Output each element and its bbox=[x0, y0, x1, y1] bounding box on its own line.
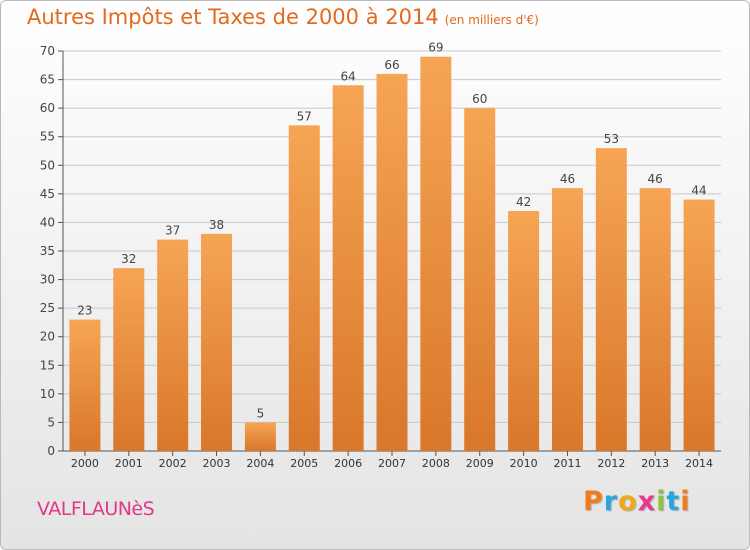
bar bbox=[157, 239, 189, 451]
x-tick-label: 2012 bbox=[597, 457, 625, 470]
x-tick-label: 2014 bbox=[685, 457, 713, 470]
data-label: 64 bbox=[340, 69, 355, 83]
x-tick-label: 2000 bbox=[71, 457, 99, 470]
bar bbox=[508, 211, 540, 451]
y-tick-label: 5 bbox=[47, 415, 55, 429]
x-tick-label: 2004 bbox=[246, 457, 274, 470]
data-label: 5 bbox=[257, 406, 265, 420]
data-label: 37 bbox=[165, 224, 180, 238]
bar bbox=[113, 268, 145, 451]
data-label: 60 bbox=[472, 92, 487, 106]
bar bbox=[420, 56, 452, 451]
x-tick-label: 2006 bbox=[334, 457, 362, 470]
data-label: 69 bbox=[428, 41, 443, 55]
bar bbox=[595, 148, 627, 451]
x-tick-label: 2003 bbox=[203, 457, 231, 470]
logo-letter: r bbox=[603, 486, 619, 517]
logo-letter: i bbox=[680, 486, 691, 517]
y-tick-label: 50 bbox=[40, 158, 55, 172]
title-text: Autres Impôts et Taxes de 2000 à 2014 bbox=[27, 5, 439, 29]
unit-label: (en milliers d'€) bbox=[444, 13, 539, 27]
x-tick-label: 2008 bbox=[422, 457, 450, 470]
bar bbox=[551, 188, 583, 451]
y-tick-label: 35 bbox=[40, 244, 55, 258]
bar bbox=[639, 188, 671, 451]
x-tick-label: 2013 bbox=[641, 457, 669, 470]
data-label: 38 bbox=[209, 218, 224, 232]
logo-letter: x bbox=[637, 486, 657, 517]
bar bbox=[69, 319, 101, 451]
logo-letter: P bbox=[583, 486, 604, 517]
x-tick-label: 2005 bbox=[290, 457, 318, 470]
y-tick-label: 20 bbox=[40, 330, 55, 344]
bar bbox=[332, 85, 364, 452]
y-tick-label: 0 bbox=[47, 444, 55, 458]
data-label: 44 bbox=[691, 184, 706, 198]
y-tick-label: 10 bbox=[40, 387, 55, 401]
x-tick-label: 2001 bbox=[115, 457, 143, 470]
y-tick-label: 70 bbox=[40, 44, 55, 58]
data-label: 23 bbox=[77, 304, 92, 318]
bar bbox=[201, 233, 233, 451]
x-tick-label: 2010 bbox=[510, 457, 538, 470]
y-tick-label: 45 bbox=[40, 187, 55, 201]
bar bbox=[683, 199, 715, 451]
y-tick-label: 55 bbox=[40, 130, 55, 144]
data-label: 46 bbox=[560, 172, 575, 186]
data-label: 57 bbox=[297, 109, 312, 123]
x-tick-label: 2009 bbox=[466, 457, 494, 470]
y-tick-label: 40 bbox=[40, 215, 55, 229]
logo-letter: t bbox=[666, 486, 681, 517]
x-tick-label: 2007 bbox=[378, 457, 406, 470]
data-label: 32 bbox=[121, 252, 136, 266]
chart-title: Autres Impôts et Taxes de 2000 à 2014 (en… bbox=[27, 5, 539, 29]
x-tick-label: 2011 bbox=[553, 457, 581, 470]
y-tick-label: 15 bbox=[40, 358, 55, 372]
data-label: 46 bbox=[648, 172, 663, 186]
data-label: 66 bbox=[384, 58, 399, 72]
y-tick-label: 30 bbox=[40, 273, 55, 287]
y-tick-label: 60 bbox=[40, 101, 55, 115]
proxiti-logo: Proxiti bbox=[583, 486, 691, 517]
x-tick-label: 2002 bbox=[159, 457, 187, 470]
logo-letter: i bbox=[656, 486, 667, 517]
y-tick-label: 65 bbox=[40, 73, 55, 87]
data-label: 53 bbox=[604, 132, 619, 146]
bar bbox=[376, 73, 408, 451]
data-label: 42 bbox=[516, 195, 531, 209]
y-tick-label: 25 bbox=[40, 301, 55, 315]
commune-name: VALFLAUNèS bbox=[37, 498, 155, 520]
bar bbox=[288, 125, 320, 452]
bar bbox=[464, 108, 496, 452]
logo-letter: o bbox=[618, 486, 638, 517]
bar bbox=[244, 422, 276, 451]
